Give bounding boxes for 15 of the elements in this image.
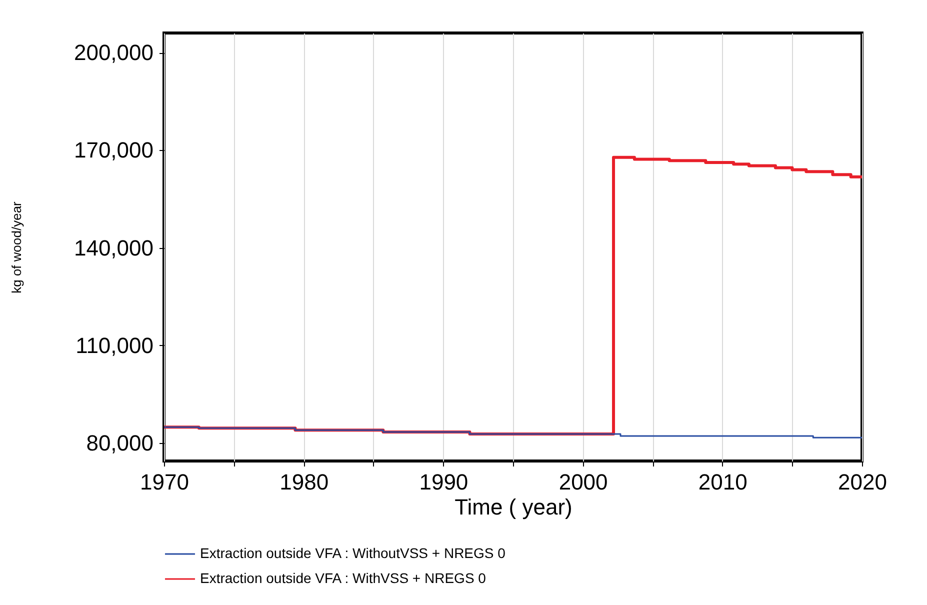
y-tick-label: 200,000 xyxy=(74,40,154,66)
y-tick-label: 80,000 xyxy=(86,430,154,456)
y-axis-title: kg of wood/year xyxy=(8,200,24,294)
legend-label: Extraction outside VFA : WithoutVSS + NREGS 0 xyxy=(200,545,506,561)
x-tick-label: 2000 xyxy=(558,470,608,494)
x-tick-label: 2020 xyxy=(838,470,887,494)
x-axis-title: Time ( year) xyxy=(454,494,572,520)
legend-label: Extraction outside VFA : WithVSS + NREGS 0 xyxy=(200,570,486,586)
x-tick-label: 2010 xyxy=(698,470,748,494)
x-tick-label: 1990 xyxy=(419,470,468,494)
y-tick-label: 170,000 xyxy=(74,138,154,163)
y-tick-label: 110,000 xyxy=(76,332,154,358)
y-tick-label: 140,000 xyxy=(74,235,154,260)
x-tick-label: 1970 xyxy=(140,470,189,494)
x-tick-label: 1980 xyxy=(280,470,329,494)
